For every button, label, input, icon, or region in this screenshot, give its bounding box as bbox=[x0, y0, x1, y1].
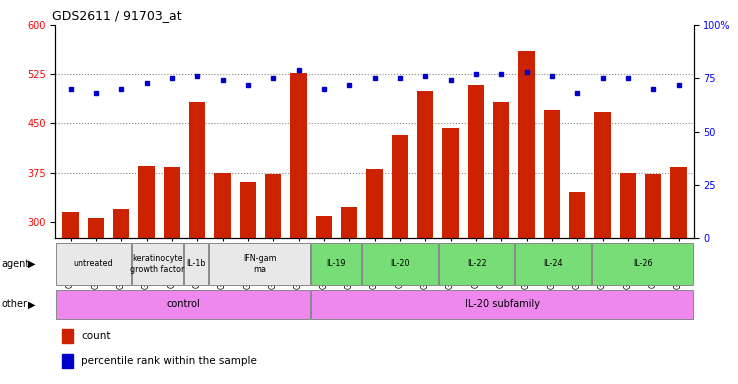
Bar bbox=[594, 111, 611, 384]
Bar bbox=[184, 243, 208, 285]
Text: percentile rank within the sample: percentile rank within the sample bbox=[81, 356, 257, 366]
Bar bbox=[62, 212, 79, 384]
Text: IL-1b: IL-1b bbox=[186, 260, 206, 268]
Bar bbox=[316, 217, 332, 384]
Bar bbox=[113, 209, 129, 384]
Bar bbox=[311, 243, 362, 285]
Text: IL-20 subfamily: IL-20 subfamily bbox=[465, 299, 539, 310]
Text: IL-19: IL-19 bbox=[326, 260, 346, 268]
Text: IL-24: IL-24 bbox=[543, 260, 563, 268]
Text: GDS2611 / 91703_at: GDS2611 / 91703_at bbox=[52, 9, 182, 22]
Bar bbox=[88, 218, 104, 384]
Bar bbox=[670, 167, 687, 384]
Bar bbox=[544, 110, 560, 384]
Text: count: count bbox=[81, 331, 111, 341]
Bar bbox=[442, 128, 459, 384]
Text: IL-22: IL-22 bbox=[467, 260, 486, 268]
Bar bbox=[214, 172, 231, 384]
Bar bbox=[569, 192, 585, 384]
Bar bbox=[209, 243, 310, 285]
Bar bbox=[240, 182, 256, 384]
Text: ▶: ▶ bbox=[28, 259, 35, 269]
Text: other: other bbox=[1, 299, 27, 310]
Bar bbox=[56, 243, 131, 285]
Bar bbox=[620, 172, 636, 384]
Bar bbox=[290, 73, 307, 384]
Text: IFN-gam
ma: IFN-gam ma bbox=[243, 254, 277, 274]
Bar bbox=[311, 290, 693, 319]
Bar bbox=[189, 102, 205, 384]
Bar bbox=[417, 91, 433, 384]
Bar bbox=[366, 169, 383, 384]
Text: untreated: untreated bbox=[74, 260, 114, 268]
Bar bbox=[518, 51, 535, 384]
Text: keratinocyte
growth factor: keratinocyte growth factor bbox=[131, 254, 184, 274]
Bar bbox=[392, 135, 408, 384]
Bar bbox=[138, 166, 155, 384]
Bar bbox=[592, 243, 693, 285]
Bar bbox=[645, 174, 661, 384]
Bar bbox=[362, 243, 438, 285]
Bar bbox=[439, 243, 514, 285]
Text: agent: agent bbox=[1, 259, 30, 269]
Bar bbox=[493, 102, 509, 384]
Bar bbox=[164, 167, 180, 384]
Bar bbox=[132, 243, 182, 285]
Bar bbox=[62, 354, 73, 368]
Bar bbox=[468, 85, 484, 384]
Bar bbox=[62, 329, 73, 343]
Text: IL-26: IL-26 bbox=[633, 260, 652, 268]
Bar bbox=[265, 174, 281, 384]
Text: control: control bbox=[166, 299, 200, 310]
Bar bbox=[56, 290, 310, 319]
Bar bbox=[515, 243, 591, 285]
Bar bbox=[341, 207, 357, 384]
Text: IL-20: IL-20 bbox=[390, 260, 410, 268]
Text: ▶: ▶ bbox=[28, 299, 35, 310]
